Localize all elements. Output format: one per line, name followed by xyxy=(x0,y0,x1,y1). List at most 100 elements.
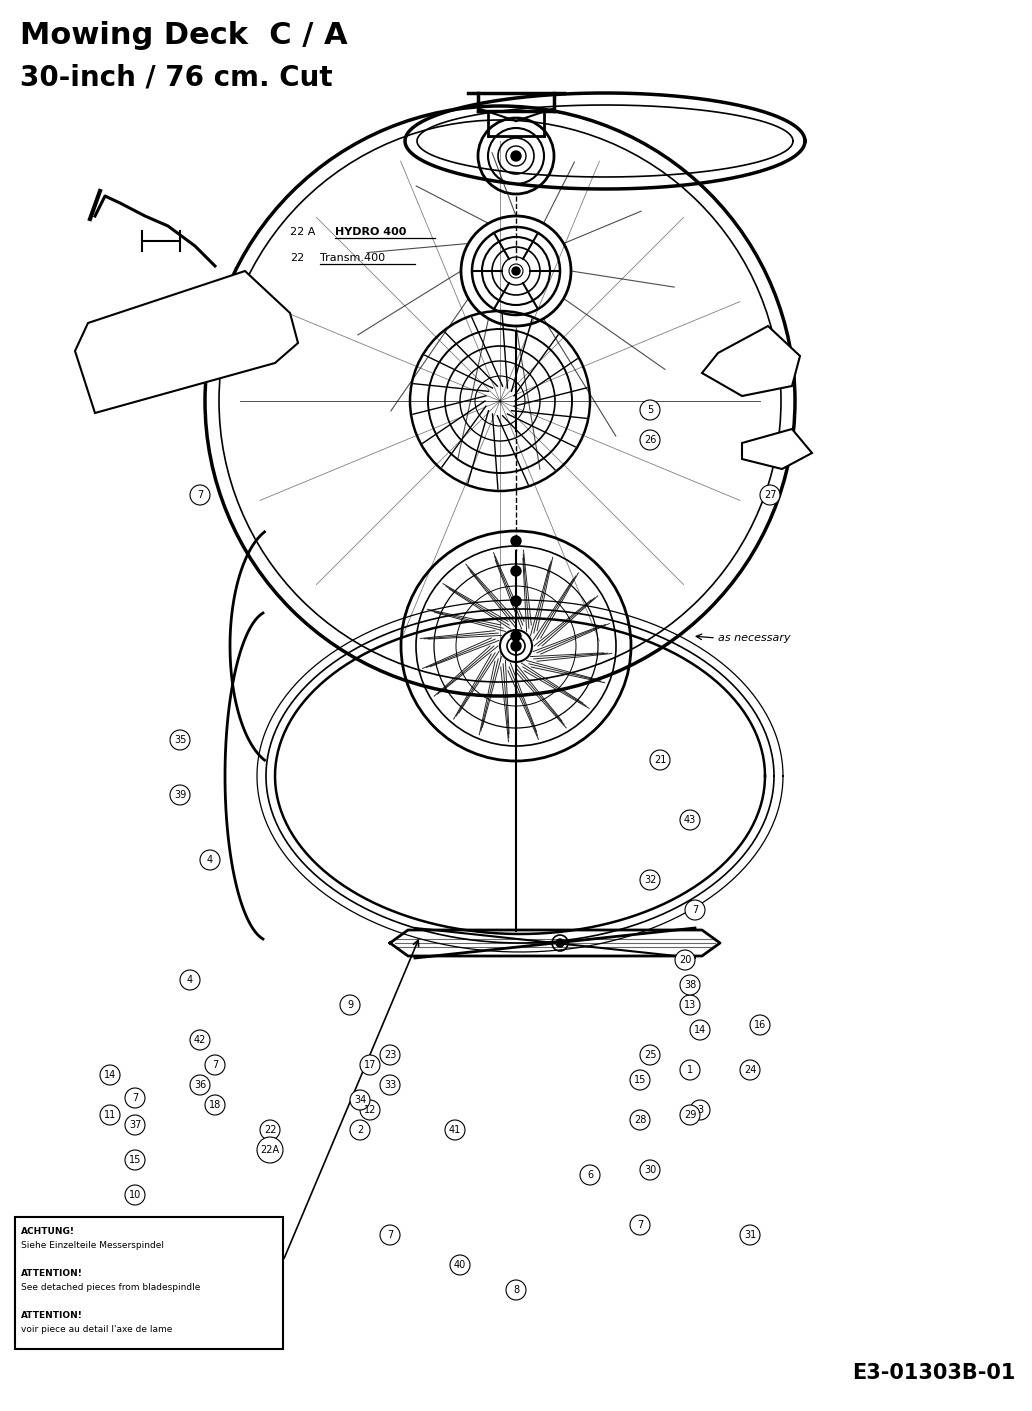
Text: 7: 7 xyxy=(691,904,698,914)
Text: See detached pieces from bladespindle: See detached pieces from bladespindle xyxy=(21,1283,200,1292)
Text: 17: 17 xyxy=(364,1060,377,1070)
Text: 34: 34 xyxy=(354,1095,366,1105)
Circle shape xyxy=(380,1046,400,1065)
Text: 36: 36 xyxy=(194,1079,206,1091)
Text: voir piece au detail l'axe de lame: voir piece au detail l'axe de lame xyxy=(21,1325,172,1333)
Text: 30-inch / 76 cm. Cut: 30-inch / 76 cm. Cut xyxy=(20,63,332,90)
Circle shape xyxy=(680,810,700,830)
Circle shape xyxy=(556,938,565,947)
Text: 11: 11 xyxy=(104,1110,117,1120)
Text: 19: 19 xyxy=(164,1225,176,1235)
Circle shape xyxy=(340,995,360,1015)
Text: E3-01303B-01: E3-01303B-01 xyxy=(851,1363,1015,1383)
Text: 4: 4 xyxy=(187,975,193,985)
Text: 7: 7 xyxy=(387,1230,393,1240)
Circle shape xyxy=(125,1115,146,1134)
Text: 10: 10 xyxy=(129,1189,141,1199)
Polygon shape xyxy=(742,429,812,468)
Text: 6: 6 xyxy=(587,1170,593,1180)
Circle shape xyxy=(350,1091,370,1110)
Circle shape xyxy=(580,1165,600,1185)
Circle shape xyxy=(450,1254,470,1276)
Circle shape xyxy=(190,1075,209,1095)
Circle shape xyxy=(511,631,521,641)
Text: ATTENTION!: ATTENTION! xyxy=(21,1311,83,1321)
Text: 2: 2 xyxy=(357,1125,363,1134)
Text: 43: 43 xyxy=(684,816,697,825)
Circle shape xyxy=(260,1120,280,1140)
Circle shape xyxy=(125,1088,146,1108)
Circle shape xyxy=(740,1225,760,1245)
Text: 26: 26 xyxy=(644,435,656,444)
Circle shape xyxy=(170,729,190,751)
Text: 21: 21 xyxy=(654,755,667,765)
Circle shape xyxy=(690,1020,710,1040)
Text: 37: 37 xyxy=(129,1120,141,1130)
Circle shape xyxy=(680,1105,700,1125)
Polygon shape xyxy=(75,271,298,413)
Text: 22: 22 xyxy=(290,253,304,262)
Text: Siehe Einzelteile Messerspindel: Siehe Einzelteile Messerspindel xyxy=(21,1242,164,1250)
Circle shape xyxy=(690,1101,710,1120)
Circle shape xyxy=(360,1101,380,1120)
Text: 7: 7 xyxy=(132,1094,138,1103)
Text: 22: 22 xyxy=(264,1125,277,1134)
Text: 12: 12 xyxy=(364,1105,377,1115)
Text: 40: 40 xyxy=(454,1260,466,1270)
Text: HYDRO 400: HYDRO 400 xyxy=(335,227,407,237)
Circle shape xyxy=(750,1015,770,1036)
Text: Transm.400: Transm.400 xyxy=(320,253,385,262)
Text: 42: 42 xyxy=(194,1036,206,1046)
Circle shape xyxy=(160,1221,180,1240)
Text: 8: 8 xyxy=(513,1285,519,1295)
Circle shape xyxy=(511,641,521,650)
Text: 13: 13 xyxy=(684,1000,697,1010)
Circle shape xyxy=(205,1055,225,1075)
Circle shape xyxy=(740,1060,760,1079)
Circle shape xyxy=(125,1185,146,1205)
Circle shape xyxy=(380,1075,400,1095)
Text: 23: 23 xyxy=(384,1050,396,1060)
Text: 14: 14 xyxy=(104,1070,117,1079)
Circle shape xyxy=(680,975,700,995)
Circle shape xyxy=(257,1137,283,1163)
Text: 25: 25 xyxy=(644,1050,656,1060)
Circle shape xyxy=(760,485,780,505)
FancyBboxPatch shape xyxy=(15,1218,283,1349)
Circle shape xyxy=(511,151,521,161)
Text: ATTENTION!: ATTENTION! xyxy=(21,1268,83,1278)
Text: 1: 1 xyxy=(687,1065,694,1075)
Text: 16: 16 xyxy=(753,1020,766,1030)
Circle shape xyxy=(205,1095,225,1115)
Text: 31: 31 xyxy=(744,1230,756,1240)
Text: 29: 29 xyxy=(684,1110,697,1120)
Text: 33: 33 xyxy=(384,1079,396,1091)
Circle shape xyxy=(640,399,660,420)
Circle shape xyxy=(190,1030,209,1050)
Circle shape xyxy=(630,1070,650,1091)
Text: 15: 15 xyxy=(634,1075,646,1085)
Circle shape xyxy=(100,1105,120,1125)
Circle shape xyxy=(100,1065,120,1085)
Text: 39: 39 xyxy=(173,790,186,800)
Text: 30: 30 xyxy=(644,1165,656,1175)
Circle shape xyxy=(200,849,220,871)
Text: 9: 9 xyxy=(347,1000,353,1010)
Circle shape xyxy=(170,785,190,806)
Circle shape xyxy=(190,485,209,505)
Circle shape xyxy=(445,1120,465,1140)
Text: 28: 28 xyxy=(634,1115,646,1125)
Circle shape xyxy=(506,1280,526,1300)
Text: 32: 32 xyxy=(644,875,656,885)
Text: as necessary: as necessary xyxy=(718,634,791,643)
Circle shape xyxy=(680,1060,700,1079)
Text: 4: 4 xyxy=(207,855,213,865)
Circle shape xyxy=(360,1055,380,1075)
Text: 20: 20 xyxy=(679,955,691,965)
Circle shape xyxy=(125,1150,146,1170)
Circle shape xyxy=(640,871,660,890)
Text: 22A: 22A xyxy=(260,1144,280,1156)
Circle shape xyxy=(640,430,660,450)
Circle shape xyxy=(512,267,520,275)
Text: 41: 41 xyxy=(449,1125,461,1134)
